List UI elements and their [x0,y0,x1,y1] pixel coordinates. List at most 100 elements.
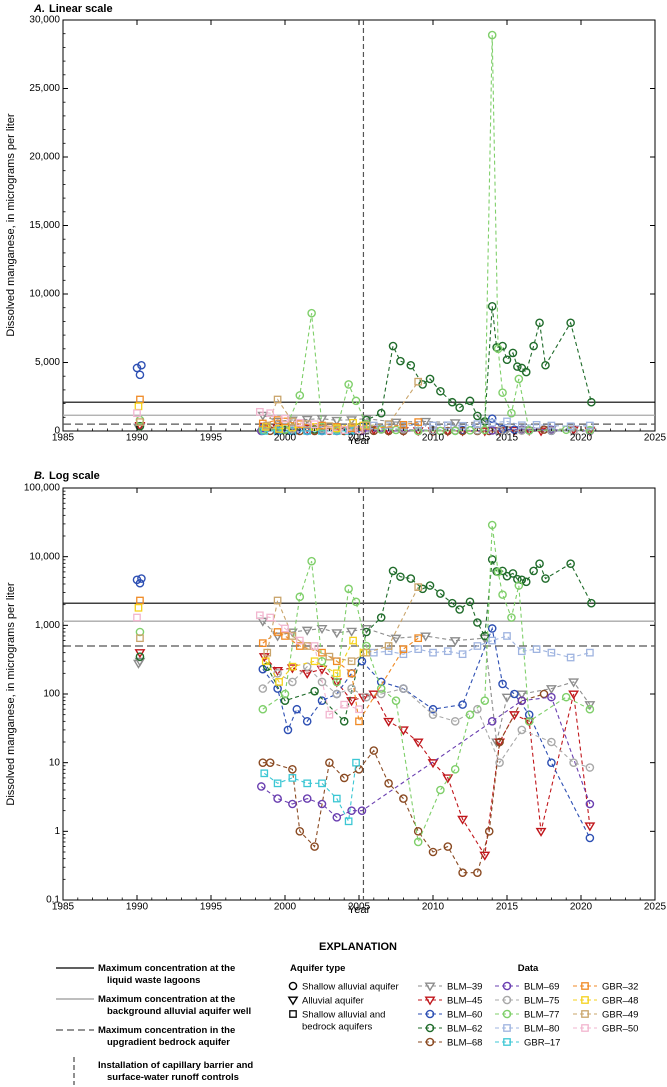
data-point [132,363,142,373]
data-point [488,418,497,427]
y-tick-label: 20,000 [29,152,60,163]
data-point [458,700,467,709]
data-point [340,700,349,709]
aquifer-type-label: Alluvial aquifer [302,996,364,1007]
data-point [498,566,507,576]
data-point [310,686,319,696]
legend-swatch-marker [581,1024,589,1032]
data-point [508,348,518,358]
data-point [136,634,144,643]
data-point [134,657,146,667]
data-point [532,645,541,653]
x-tick-label: 1990 [126,432,149,443]
data-point [436,386,445,396]
data-point [517,421,526,430]
data-point [376,408,386,418]
x-tick-label: 1985 [52,432,75,443]
data-point [585,704,595,714]
data-point [331,629,343,639]
data-point [508,569,518,578]
data-point [532,420,541,429]
data-point [355,705,363,714]
x-tick-label: 2020 [570,901,593,912]
panel-a-x-axis-label: Year [348,435,371,447]
legend-swatch-marker [503,1024,511,1032]
data-point [272,417,284,427]
aquifer-type-label-2: bedrock aquifers [302,1022,372,1033]
data-point [455,605,464,614]
data-point [547,648,556,657]
aquifer-type-label: Shallow alluvial and [302,1010,385,1021]
data-point [479,427,491,437]
data-point [255,611,264,620]
data-point [586,421,594,430]
legend-installation-line: Installation of capillary barrier and su… [73,1057,253,1085]
data-point [347,684,356,693]
data-legend-label: BLM–39 [447,982,482,993]
data-point [388,341,398,351]
data-point [487,302,497,311]
data-point [384,642,393,650]
data-point [502,355,512,365]
legend-swatch-marker [425,1009,435,1019]
x-tick-label: 1985 [52,901,75,912]
data-point [295,418,304,427]
data-point [288,765,297,774]
data-point [349,418,357,427]
data-point [443,421,452,430]
data-point [447,397,457,407]
data-point [346,627,358,637]
data-point [458,868,467,877]
data-point [498,388,507,397]
data-point [473,642,482,650]
data-point [414,645,423,653]
data-point [414,634,423,643]
data-point [376,689,386,699]
panel-b-y-axis-label: Dissolved manganese, in micrograms per l… [5,582,17,805]
data-point [418,584,427,594]
data-point [347,669,356,678]
data-point [517,696,527,705]
data-point [362,692,371,702]
data-point [465,597,475,607]
x-tick-label: 1990 [126,901,149,912]
aquifer-type-entry: Alluvial aquifer [287,996,364,1007]
data-point [346,697,358,707]
data-point [397,726,409,736]
data-point [517,363,527,373]
data-point [281,414,289,423]
data-point [535,827,547,837]
panel-a-linear: A. Linear scale 1985 1990 1995 2000 2005 2010 2… [5,3,667,447]
series-line [262,419,419,432]
x-tick-label: 2010 [422,432,445,443]
data-point [344,584,353,594]
panel-b-title: B. Log scale [34,470,100,482]
data-legend-entry: BLM–77 [495,1010,559,1021]
data-point [351,396,361,406]
data-point [295,827,305,836]
data-point [547,426,556,436]
data-point [261,657,270,666]
data-point [288,662,297,671]
y-tick-label: 0.1 [46,895,60,906]
data-point [136,418,144,426]
series-line [262,665,591,769]
data-point [325,652,334,661]
data-point [295,391,305,400]
data-point [406,574,416,583]
series-gbr-17 [260,758,360,826]
series-blm-77 [135,520,595,847]
legend-lagoon-line: Maximum concentration at the liquid wast… [56,963,235,986]
data-point [458,650,467,659]
data-point [331,678,343,688]
data-point [399,420,408,429]
data-legend-label: BLM–80 [524,1024,559,1035]
data-point [487,555,497,564]
data-legend-label: GBR–17 [524,1038,560,1049]
data-point [501,693,513,703]
svg-text:Maximum concentration at the: Maximum concentration at the [98,963,235,974]
data-point [310,842,319,851]
data-point [332,677,342,687]
x-tick-label: 1995 [200,432,223,443]
